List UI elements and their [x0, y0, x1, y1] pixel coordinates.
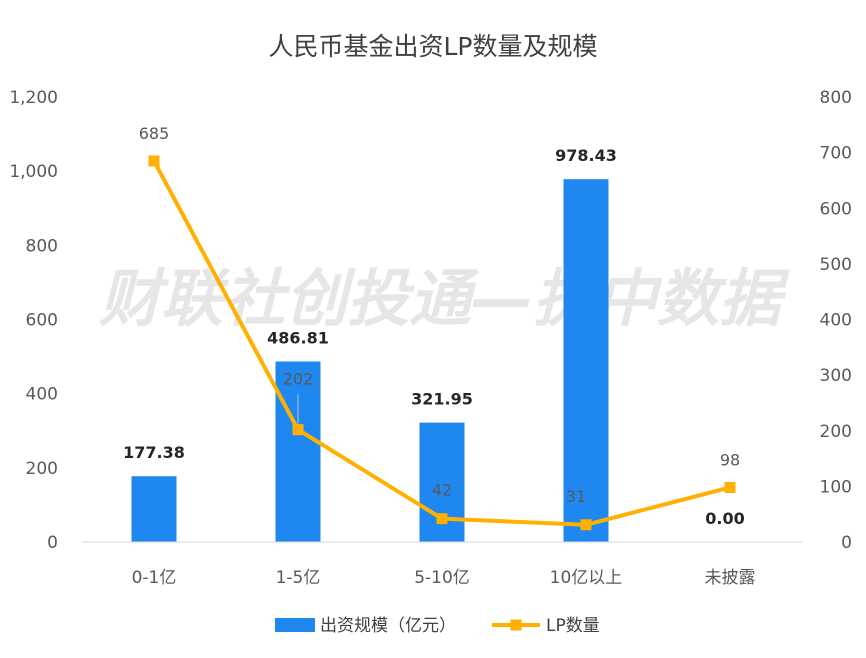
- left-tick-label: 600: [26, 311, 58, 331]
- right-tick-label: 800: [820, 88, 852, 108]
- line-value-label: 685: [139, 124, 170, 143]
- bar-value-label: 0.00: [705, 509, 744, 528]
- line-marker: [148, 155, 160, 167]
- right-tick-label: 300: [820, 366, 852, 386]
- legend-bar-label: 出资规模（亿元）: [320, 616, 456, 636]
- left-tick-label: 400: [26, 385, 58, 405]
- bar-value-label: 321.95: [411, 390, 473, 409]
- line-marker: [436, 513, 448, 525]
- category-label: 10亿以上: [550, 568, 623, 588]
- right-tick-label: 200: [820, 422, 852, 442]
- right-tick-label: 600: [820, 199, 852, 219]
- category-label: 0-1亿: [132, 568, 177, 588]
- legend-line-label: LP数量: [546, 616, 600, 636]
- line-value-label: 42: [432, 481, 452, 500]
- left-tick-label: 800: [26, 236, 58, 256]
- chart-title: 人民币基金出资LP数量及规模: [268, 32, 597, 61]
- line-value-label: 31: [566, 487, 586, 506]
- right-tick-label: 100: [820, 477, 852, 497]
- left-tick-label: 200: [26, 459, 58, 479]
- right-axis: 0 100 200 300 400 500 600 700 800: [820, 88, 852, 553]
- legend: 出资规模（亿元） LP数量: [275, 616, 600, 636]
- bar: [275, 361, 321, 542]
- category-label: 5-10亿: [414, 568, 470, 588]
- right-tick-label: 0: [841, 533, 852, 553]
- left-tick-label: 1,200: [9, 88, 58, 108]
- bar: [131, 476, 177, 542]
- category-label: 未披露: [705, 568, 756, 588]
- right-tick-label: 500: [820, 255, 852, 275]
- bar-value-label: 486.81: [267, 328, 329, 347]
- category-label: 1-5亿: [276, 568, 321, 588]
- line-marker: [292, 424, 304, 436]
- bar-value-label: 978.43: [555, 146, 617, 165]
- left-tick-label: 1,000: [9, 162, 58, 182]
- line-marker: [724, 481, 736, 493]
- line-value-label: 98: [720, 450, 740, 469]
- category-axis: 0-1亿 1-5亿 5-10亿 10亿以上 未披露: [132, 568, 756, 588]
- line-series: 685 202 42 31 98: [139, 124, 740, 531]
- left-tick-label: 0: [47, 533, 58, 553]
- line-marker: [580, 519, 592, 531]
- left-axis: 0 200 400 600 800 1,000 1,200: [9, 88, 58, 553]
- bar-value-label: 177.38: [123, 443, 185, 462]
- bar: [563, 179, 609, 543]
- right-tick-label: 700: [820, 144, 852, 164]
- line-value-label: 202: [283, 370, 314, 389]
- right-tick-label: 400: [820, 311, 852, 331]
- legend-line-marker: [510, 619, 522, 631]
- legend-bar-swatch: [275, 618, 315, 632]
- watermark: 财联社创投通—执中数据: [99, 262, 790, 335]
